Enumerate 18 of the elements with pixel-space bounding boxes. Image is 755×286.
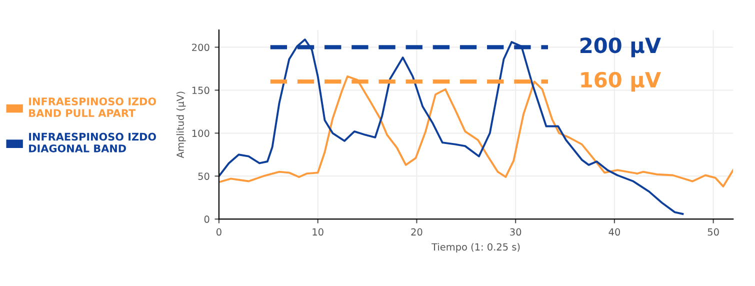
x-tick-label: 40: [608, 228, 620, 236]
legend-label: INFRAESPINOSO IZDO BAND PULL APART: [29, 98, 156, 118]
line-series: [218, 38, 684, 215]
y-tick-label: 50: [198, 172, 210, 180]
y-tick-label: 200: [192, 44, 210, 52]
x-axis-title: Tiempo (1: 0.25 s): [432, 243, 520, 252]
ref-line-label: 200 µV: [580, 37, 661, 58]
y-tick-label: 100: [192, 130, 210, 137]
y-tick-label: 0: [204, 216, 210, 223]
y-tick-label: 150: [192, 86, 210, 94]
legend-label: INFRAESPINOSO IZDO DIAGONAL BAND: [29, 132, 156, 152]
x-tick-label: 10: [312, 228, 324, 236]
x-tick-label: 20: [411, 228, 422, 236]
y-axis-title: Amplitud (µV): [176, 92, 186, 158]
x-tick-label: 30: [510, 228, 522, 236]
ref-line-label: 160 µV: [581, 72, 661, 92]
x-tick-label: 50: [708, 228, 719, 236]
x-tick-label: 0: [216, 228, 222, 236]
